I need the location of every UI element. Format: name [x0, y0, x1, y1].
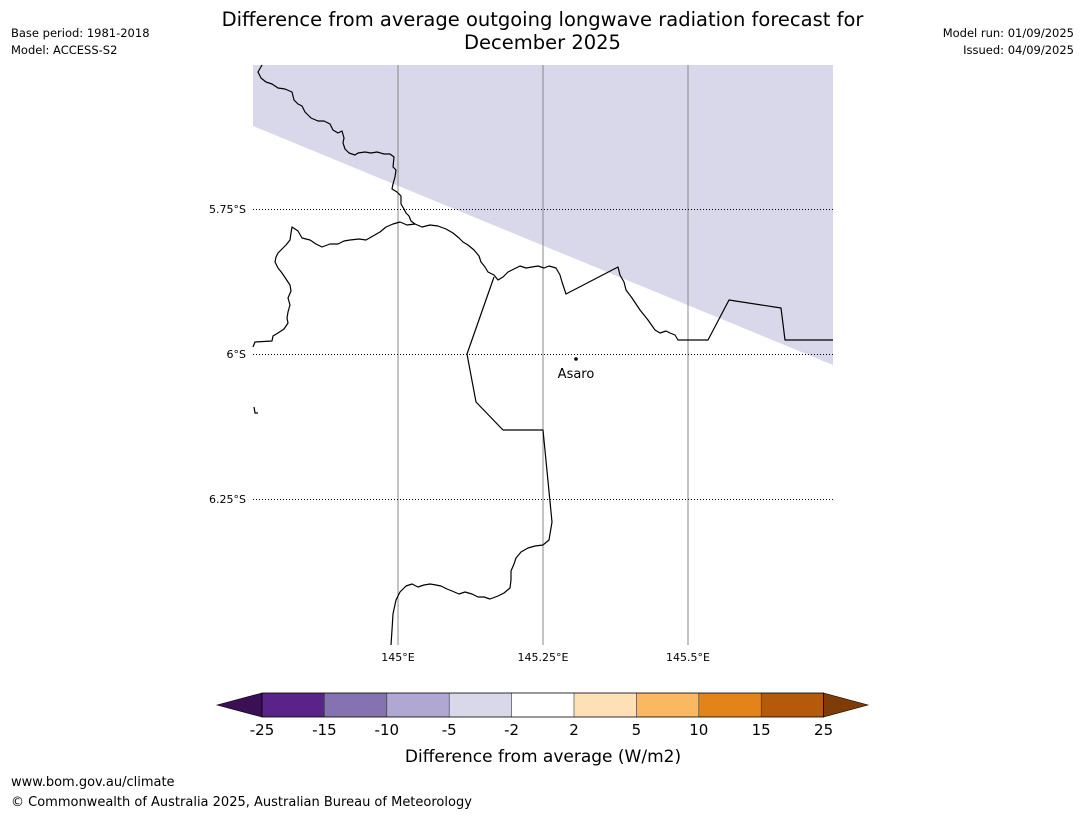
header-meta-left: Base period: 1981-2018 Model: ACCESS-S2 — [11, 25, 150, 59]
colorbar: -25 -15 -10 -5 -2 2 5 10 15 25 Differenc… — [215, 692, 870, 767]
colorbar-extend-high — [823, 692, 870, 718]
base-period-text: Base period: 1981-2018 — [11, 26, 150, 40]
colorbar-tick: -15 — [312, 721, 337, 739]
colorbar-segment-8 — [698, 693, 762, 717]
model-text: Model: ACCESS-S2 — [11, 43, 118, 57]
lon-label-145: 145°E — [381, 651, 414, 664]
colorbar-tick: 5 — [632, 721, 642, 739]
colorbar-tick: 10 — [689, 721, 708, 739]
colorbar-segment-3 — [386, 693, 450, 717]
colorbar-segment-7 — [636, 693, 699, 717]
footer-copyright: © Commonwealth of Australia 2025, Austra… — [11, 795, 472, 810]
colorbar-segment-4 — [449, 693, 512, 717]
colorbar-segment-1 — [262, 693, 325, 717]
colorbar-tick: -25 — [250, 721, 275, 739]
colorbar-tick: -5 — [442, 721, 457, 739]
lat-label-6: 6°S — [227, 348, 246, 361]
border-central — [414, 223, 833, 341]
coast-fragment — [253, 406, 258, 414]
colorbar-tick: -10 — [375, 721, 400, 739]
colorbar-segment-5 — [511, 693, 574, 717]
title-line-1: Difference from average outgoing longwav… — [221, 8, 864, 31]
page-title: Difference from average outgoing longwav… — [180, 8, 905, 54]
issued-text: Issued: 04/09/2025 — [963, 43, 1074, 57]
footer-url[interactable]: www.bom.gov.au/climate — [11, 775, 175, 790]
colorbar-tick: -2 — [504, 721, 519, 739]
asaro-label: Asaro — [558, 367, 595, 382]
colorbar-title: Difference from average (W/m2) — [405, 747, 681, 767]
title-line-2: December 2025 — [464, 31, 621, 54]
asaro-marker — [574, 357, 578, 361]
colorbar-tick: 2 — [569, 721, 579, 739]
colorbar-tick: 25 — [814, 721, 833, 739]
model-run-text: Model run: 01/09/2025 — [942, 26, 1074, 40]
colorbar-segment-9 — [761, 693, 824, 717]
colorbar-segment-6 — [574, 693, 637, 717]
map-panel: Asaro — [252, 64, 833, 646]
colorbar-extend-low — [215, 692, 263, 718]
lon-label-145-25: 145.25°E — [518, 651, 569, 664]
border-southwest — [390, 276, 553, 646]
lat-label-5-75: 5.75°S — [209, 203, 246, 216]
header-meta-right: Model run: 01/09/2025 Issued: 04/09/2025 — [943, 25, 1074, 59]
colorbar-tick: 15 — [752, 721, 771, 739]
lon-label-145-5: 145.5°E — [666, 651, 710, 664]
lat-label-6-25: 6.25°S — [209, 493, 246, 506]
colorbar-segment-2 — [324, 693, 387, 717]
border-northwest — [252, 64, 416, 348]
